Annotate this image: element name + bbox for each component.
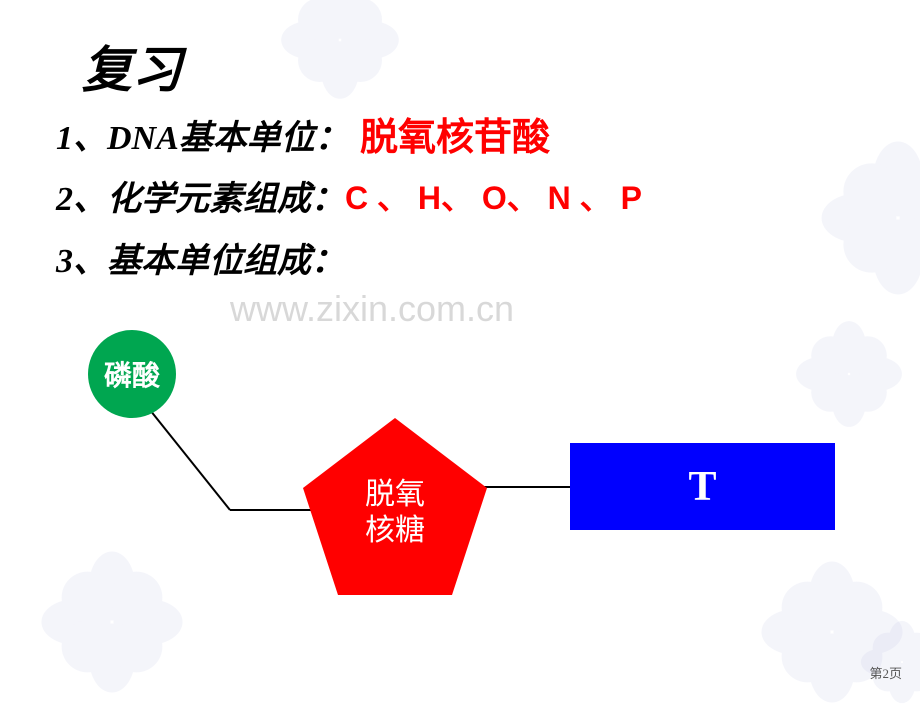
bg-flower-4: [40, 550, 184, 694]
line-1-label: DNA基本单位：: [107, 120, 349, 157]
watermark: www.zixin.com.cn: [230, 288, 514, 330]
bg-flower-6: [860, 620, 920, 704]
sugar-label: 脱氧 核糖: [365, 477, 425, 549]
line-2: 2、化学元素组成：: [56, 171, 345, 220]
bg-flower-1: [280, 0, 400, 100]
line-2-number: 2、: [56, 181, 107, 218]
line-1-number: 1、: [56, 120, 107, 157]
base-label: T: [688, 463, 716, 511]
bg-flower-2: [820, 140, 920, 296]
bg-flower-3: [795, 320, 903, 428]
line-1-answer: 脱氧核苷酸: [360, 106, 550, 161]
page-number: 第2页: [869, 663, 902, 682]
line-3-number: 3、: [56, 243, 107, 280]
page-title: 复习: [82, 30, 182, 102]
line-2-label: 化学元素组成：: [107, 181, 345, 218]
line-2-answer: C 、 H、 O、 N 、 P: [345, 173, 642, 219]
line-3-label: 基本单位组成：: [107, 243, 345, 280]
line-3: 3、基本单位组成：: [56, 233, 345, 282]
base-node: T: [570, 443, 835, 530]
line-1: 1、DNA基本单位：: [56, 110, 349, 159]
phosphate-node: 磷酸: [88, 330, 176, 418]
phosphate-label: 磷酸: [104, 354, 160, 394]
